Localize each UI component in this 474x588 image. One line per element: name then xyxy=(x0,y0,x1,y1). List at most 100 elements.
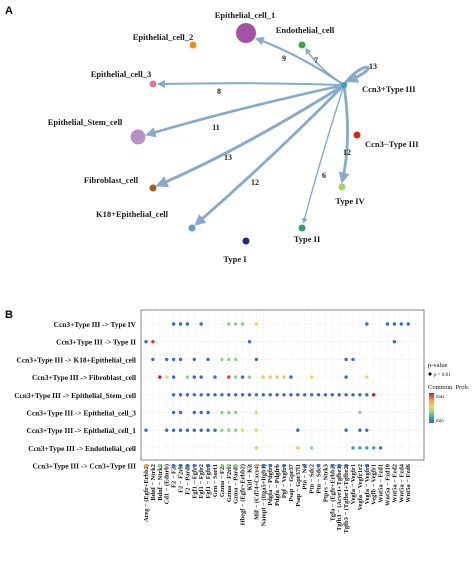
dot-mark xyxy=(213,428,217,432)
column-label: Pgf − Vegfr1 xyxy=(281,464,288,498)
row-label: Ccn3+Type III -> Epithelial_cell_1 xyxy=(27,426,137,435)
node-ccn3-type-iii xyxy=(353,131,361,139)
dot-mark xyxy=(199,393,203,397)
column-label: F2 − Pard3 xyxy=(184,464,191,495)
dot-mark xyxy=(240,322,245,326)
edge-epithelial-cell-3 xyxy=(156,79,345,88)
dot-mark xyxy=(227,357,231,362)
node-label-type-i: Type I xyxy=(223,254,247,264)
dot-mark xyxy=(171,322,176,326)
node-label-epithelial-cell-3: Epithelial_cell_3 xyxy=(91,69,151,79)
column-label: Tgfb3 − (Acvr1+Tgfbr1) xyxy=(336,464,343,531)
dot-mark xyxy=(151,340,155,344)
dot-mark xyxy=(282,375,286,379)
dot-mark xyxy=(192,428,196,432)
dot-mark xyxy=(199,428,203,432)
node-type-i xyxy=(242,237,250,245)
edge-weight-k18-epithelial-cell: 12 xyxy=(251,178,259,187)
dot-mark xyxy=(351,393,355,397)
dot-mark xyxy=(337,463,341,468)
column-label: Kitl − Kit xyxy=(247,463,254,490)
node-label-fibroblast-cell: Fibroblast_cell xyxy=(84,175,139,185)
dot-mark xyxy=(351,446,355,450)
dot-mark xyxy=(365,428,369,432)
dot-mark xyxy=(206,410,210,415)
column-label: Pdgfa − Pdgfrb xyxy=(274,464,281,506)
column-label: Vegfa − Vegfr1r2 xyxy=(357,464,364,510)
column-label: Bdnf − Ntrk2 xyxy=(157,464,164,501)
dot-mark xyxy=(316,393,321,397)
dot-mark xyxy=(365,375,369,379)
dot-mark xyxy=(158,463,162,468)
dot-mark xyxy=(337,393,341,397)
dot-mark xyxy=(206,393,210,397)
dot-mark xyxy=(234,428,238,432)
dot-mark xyxy=(247,393,252,397)
column-label: Ptn − Sdc2 xyxy=(309,464,316,494)
dot-mark xyxy=(206,428,210,432)
dot-mark xyxy=(171,357,176,362)
edge-weight-fibroblast-cell: 13 xyxy=(224,153,232,162)
dot-mark xyxy=(165,375,169,379)
legend-pvalue-title: p-value xyxy=(428,362,448,369)
edge-weight-epithelial-cell-3: 8 xyxy=(217,87,221,96)
dot-mark xyxy=(178,322,183,326)
column-label: Gzma − Pard3 xyxy=(233,464,240,504)
dot-mark xyxy=(406,322,410,326)
column-label: Psap − Gpr37l1 xyxy=(295,464,302,507)
dot-mark xyxy=(385,322,390,326)
column-label: Fgf1 − Fgfr1 xyxy=(191,464,198,499)
dot-mark xyxy=(254,428,259,432)
column-label: Ptn − Sdc4 xyxy=(316,463,323,493)
column-label: Tgfa − (Egfr+Erbb2) xyxy=(329,464,336,521)
dot-mark xyxy=(213,375,217,379)
node-label-type-ii: Type II xyxy=(294,234,321,244)
row-label: Ccn3+Type III -> Epithelial_Stem_cell xyxy=(14,391,136,400)
dot-mark xyxy=(240,428,245,432)
dot-mark xyxy=(151,357,155,362)
dot-mark xyxy=(234,393,238,397)
dot-mark xyxy=(144,340,148,344)
legend-pvalue-item: p < 0.01 xyxy=(434,373,451,378)
legend-min-label: min xyxy=(436,419,444,424)
row-label: Ccn3+Type III -> Endothelial_cell xyxy=(28,444,136,453)
dot-mark xyxy=(296,446,300,450)
edge-self-loop xyxy=(342,65,370,86)
dot-mark xyxy=(358,428,362,432)
dot-mark xyxy=(185,428,190,432)
edge-weight-type-iv: 12 xyxy=(343,148,351,157)
panel-b-dotplot: Ccn3+Type III -> Type IV Ccn3+Type III ->… xyxy=(14,310,424,533)
dot-mark xyxy=(309,375,314,379)
dot-mark xyxy=(254,410,259,415)
dot-mark xyxy=(227,393,231,397)
legend-colorbar xyxy=(429,393,434,423)
dot-mark xyxy=(289,393,293,397)
dotplot-legend: p-value p < 0.01 Commun. Prob. max min xyxy=(428,362,470,424)
dot-mark xyxy=(240,393,245,397)
node-hub xyxy=(341,82,347,88)
column-label: Vegfb − Vegfr1 xyxy=(371,464,378,505)
dot-mark xyxy=(268,393,272,397)
dot-mark xyxy=(344,463,348,468)
dot-mark xyxy=(213,393,217,397)
column-label: Hbegf − (Egfr+Erbb2) xyxy=(240,464,247,525)
dot-mark xyxy=(254,357,259,362)
dot-mark xyxy=(199,410,203,415)
edge-fibroblast-cell xyxy=(155,83,345,188)
dot-mark xyxy=(254,463,259,468)
column-label: Ptn − Ncl xyxy=(302,464,309,490)
dot-mark xyxy=(171,393,176,397)
column-label: Tgfb3 − (Tgfbr1+Tgfbr2) xyxy=(343,464,350,533)
dot-mark xyxy=(344,393,348,397)
column-label: Pdgfa − Pdgfra xyxy=(267,463,274,505)
dot-mark xyxy=(192,393,196,397)
edge-epithelial-stem-cell xyxy=(145,83,345,138)
dot-mark xyxy=(309,446,314,450)
column-label: Gzma − F2rl1 xyxy=(226,464,233,502)
row-label: Ccn3+Type III -> Type II xyxy=(56,338,136,347)
node-type-iv xyxy=(338,183,346,191)
dot-mark xyxy=(234,322,238,326)
column-label: Fgf1 − Fgfr2 xyxy=(198,464,205,499)
dot-mark xyxy=(227,428,231,432)
dot-mark xyxy=(234,375,238,379)
